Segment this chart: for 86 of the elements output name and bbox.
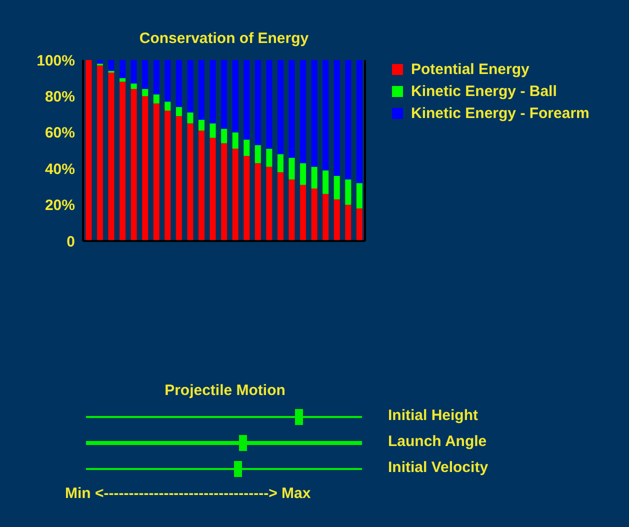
- bar: [322, 60, 329, 170]
- y-tick-label: 80%: [44, 88, 75, 106]
- bar: [221, 60, 228, 129]
- bar: [277, 154, 284, 172]
- bar: [164, 102, 171, 111]
- bar: [198, 60, 205, 120]
- bar: [164, 60, 171, 102]
- y-tick-label: 100%: [36, 52, 75, 70]
- bar: [244, 156, 250, 241]
- bar: [164, 110, 171, 241]
- bar: [187, 60, 194, 112]
- bar: [108, 72, 114, 241]
- bar: [254, 145, 261, 164]
- bar: [266, 148, 272, 167]
- y-tick-label: 0: [66, 233, 75, 250]
- bar: [334, 60, 340, 176]
- bar: [266, 166, 272, 241]
- bar: [210, 123, 216, 138]
- bar: [288, 60, 295, 158]
- bar: [334, 199, 340, 241]
- bar: [153, 60, 160, 94]
- bar: [322, 194, 329, 241]
- bar: [210, 60, 216, 124]
- bar: [120, 82, 126, 241]
- bar: [345, 204, 352, 241]
- bar: [221, 128, 228, 144]
- bar: [198, 120, 205, 131]
- legend-label: Kinetic Energy - Ball: [411, 82, 557, 100]
- bar: [108, 60, 114, 71]
- bar: [334, 176, 340, 200]
- y-tick-label: 20%: [44, 197, 75, 214]
- bar: [210, 138, 216, 241]
- bar: [86, 60, 92, 241]
- bar: [96, 60, 103, 64]
- bar: [142, 60, 148, 89]
- bar: [187, 112, 194, 124]
- text: Initial Height: [388, 407, 478, 424]
- y-tick-label: 40%: [44, 160, 75, 178]
- bar: [176, 116, 182, 241]
- bar: [288, 158, 295, 180]
- bar: [254, 60, 261, 146]
- chart-title: Conservation of Energy: [138, 30, 310, 47]
- bar: [130, 60, 137, 84]
- text: Projectile Motion: [164, 382, 286, 399]
- bar: [142, 88, 148, 96]
- bar: [120, 60, 126, 78]
- bar: [232, 148, 238, 241]
- text: Min <---------------------------------> Max: [65, 485, 311, 502]
- bar: [232, 132, 238, 149]
- bar: [311, 166, 318, 189]
- bar: [277, 60, 284, 154]
- bar: [345, 60, 352, 180]
- bar: [130, 88, 137, 241]
- bar: [254, 163, 261, 241]
- legend-label: Potential Energy: [411, 60, 530, 78]
- bar: [300, 184, 306, 241]
- bar: [288, 179, 295, 241]
- bar: [311, 188, 318, 241]
- bar: [176, 107, 182, 116]
- bar: [300, 163, 306, 185]
- bar: [311, 60, 318, 167]
- bar: [198, 130, 205, 241]
- text: Initial Velocity: [388, 459, 488, 476]
- bar: [356, 183, 362, 208]
- bar: [266, 60, 272, 149]
- bar: [300, 60, 306, 164]
- bar: [232, 60, 238, 132]
- bar: [120, 78, 126, 82]
- bar: [130, 84, 137, 89]
- bar: [153, 94, 160, 104]
- bar: [187, 123, 194, 241]
- bar: [96, 65, 103, 241]
- bar: [244, 60, 250, 140]
- bar: [356, 208, 362, 241]
- bar: [356, 60, 362, 184]
- bar: [221, 143, 228, 241]
- legend-label: Kinetic Energy - Forearm: [411, 104, 590, 122]
- bar: [244, 140, 250, 156]
- y-tick-label: 60%: [44, 124, 75, 142]
- bar: [142, 96, 148, 241]
- bar: [345, 179, 352, 205]
- bar: [176, 60, 182, 108]
- text: Launch Angle: [388, 433, 487, 450]
- bar: [153, 103, 160, 241]
- bar: [277, 172, 284, 241]
- bar: [322, 170, 329, 194]
